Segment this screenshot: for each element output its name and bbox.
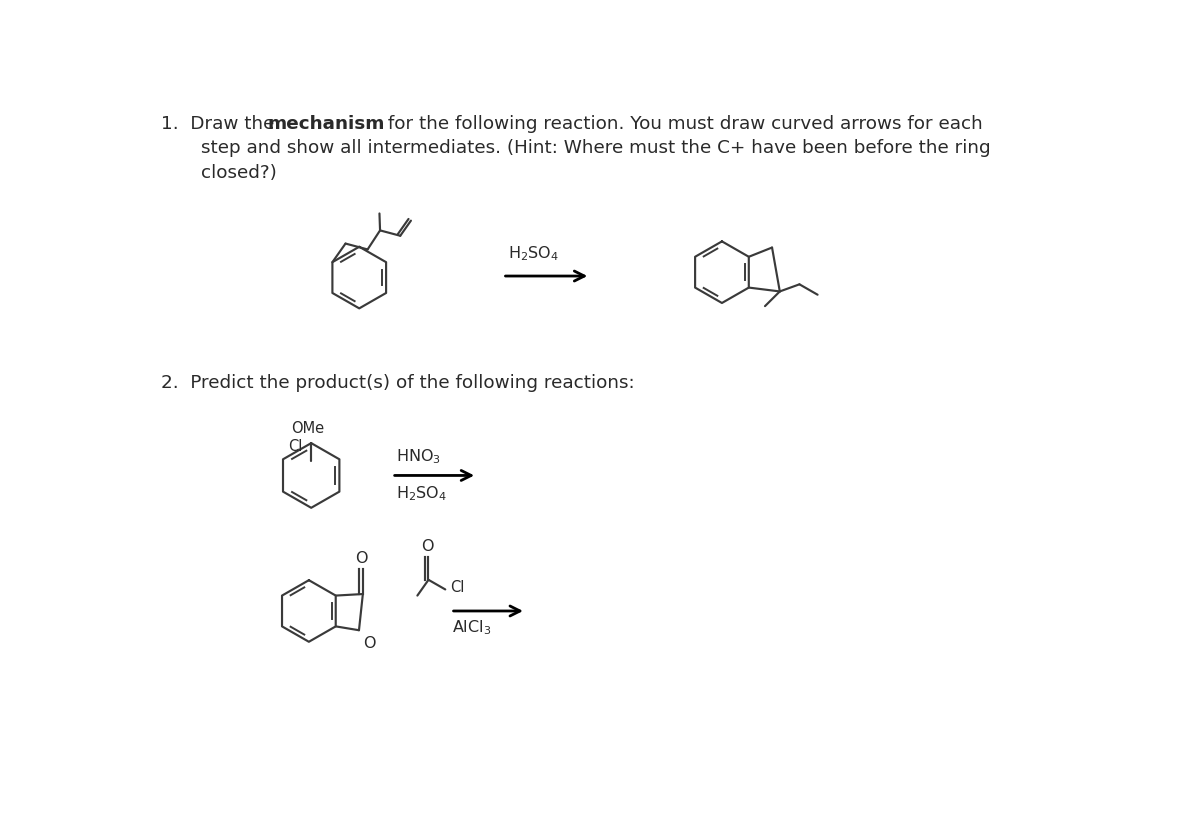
- Text: Cl: Cl: [288, 439, 302, 454]
- Text: HNO$_3$: HNO$_3$: [396, 447, 442, 466]
- Text: Cl: Cl: [450, 581, 464, 596]
- Text: mechanism: mechanism: [268, 115, 385, 133]
- Text: OMe: OMe: [290, 421, 324, 436]
- Text: O: O: [355, 551, 367, 565]
- Text: closed?): closed?): [202, 164, 277, 182]
- Text: AlCl$_3$: AlCl$_3$: [452, 618, 492, 636]
- Text: for the following reaction. You must draw curved arrows for each: for the following reaction. You must dra…: [382, 115, 983, 133]
- Text: 1.  Draw the: 1. Draw the: [161, 115, 280, 133]
- Text: O: O: [421, 538, 433, 554]
- Text: O: O: [364, 636, 376, 651]
- Text: H$_2$SO$_4$: H$_2$SO$_4$: [396, 485, 448, 503]
- Text: H$_2$SO$_4$: H$_2$SO$_4$: [508, 245, 559, 263]
- Text: step and show all intermediates. (Hint: Where must the C+ have been before the r: step and show all intermediates. (Hint: …: [202, 139, 991, 157]
- Text: 2.  Predict the product(s) of the following reactions:: 2. Predict the product(s) of the followi…: [161, 374, 635, 392]
